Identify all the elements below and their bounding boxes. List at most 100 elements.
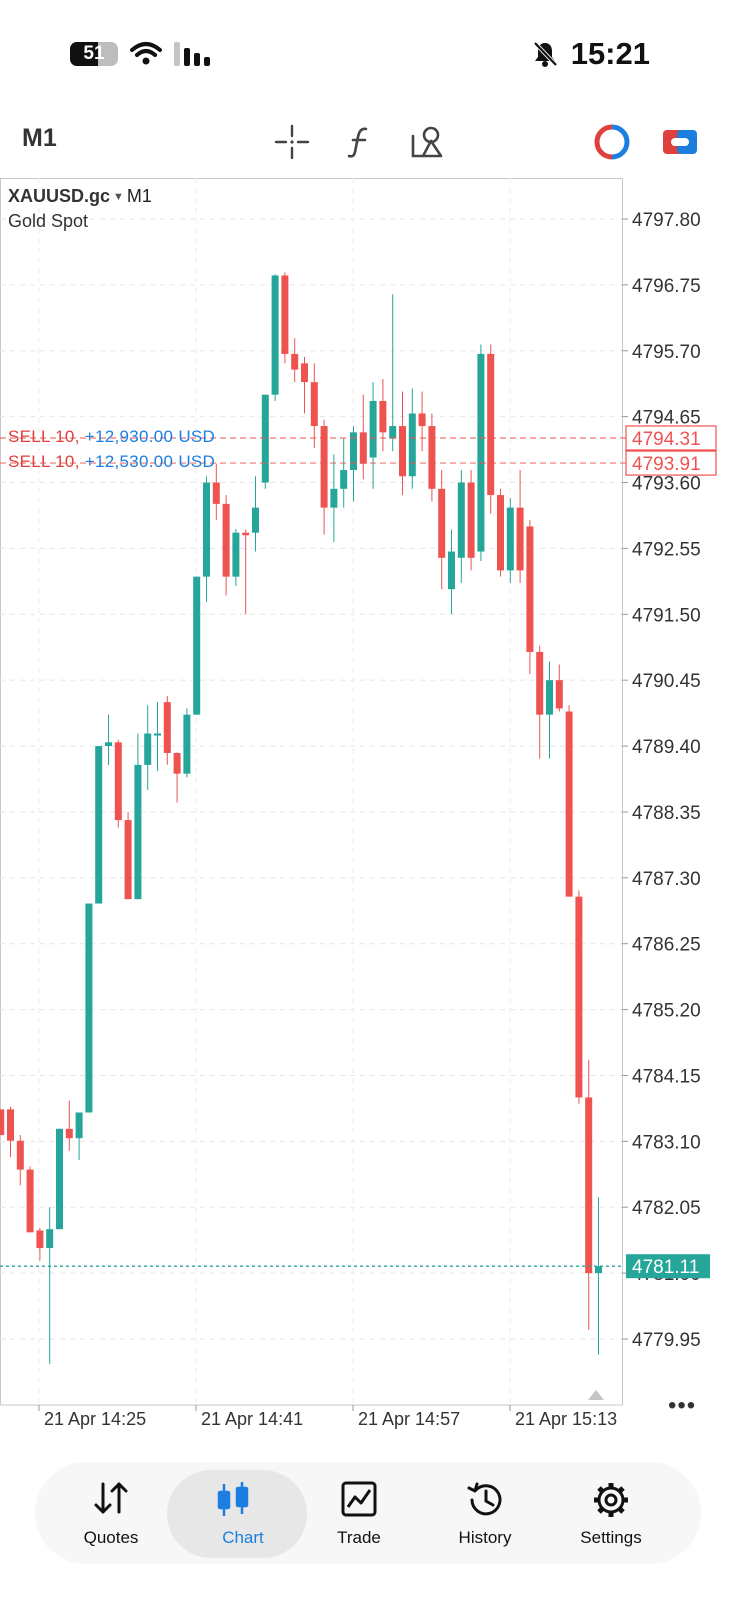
candle — [369, 400, 377, 458]
candle — [310, 382, 318, 427]
candle — [301, 363, 308, 383]
y-tick-label: 4797.80 — [632, 210, 701, 231]
nav-history[interactable]: History — [419, 1462, 551, 1564]
y-tick-label: 4786.25 — [632, 935, 701, 956]
chart-canvas[interactable]: 4797.80 4796.75 4795.70 4794.65 4793.60 4792.… — [0, 178, 736, 1435]
y-tick-label: 4792.55 — [632, 539, 701, 560]
y-tick-label: 4791.50 — [632, 605, 701, 626]
nav-quotes[interactable]: Quotes — [45, 1462, 177, 1564]
candle — [408, 413, 416, 477]
battery-indicator: 51 — [70, 42, 118, 66]
account-switch-button[interactable] — [658, 120, 702, 164]
indicators-button[interactable] — [338, 120, 382, 164]
candle — [16, 1140, 24, 1170]
candle — [497, 495, 504, 571]
candle — [75, 1112, 83, 1139]
y-tick-label: 4785.20 — [632, 1001, 701, 1022]
nav-label: Chart — [222, 1528, 264, 1547]
nav-settings[interactable]: Settings — [545, 1462, 677, 1564]
candle — [555, 680, 563, 709]
more-options-button[interactable]: ••• — [668, 1392, 697, 1419]
candle — [95, 746, 103, 904]
chart-icon — [217, 1482, 249, 1516]
order-side: SELL 10, — [8, 452, 80, 471]
candle — [291, 353, 299, 370]
crosshair-button[interactable] — [270, 120, 314, 164]
candle — [379, 400, 387, 433]
y-tick-label: 4790.45 — [632, 671, 701, 692]
order-price-box — [625, 450, 717, 476]
crosshair-icon — [274, 124, 310, 160]
candle — [114, 742, 122, 821]
nav-label: Settings — [580, 1528, 642, 1547]
battery-level: 51 — [83, 43, 105, 64]
candle — [252, 507, 259, 533]
settings-icon — [594, 1483, 628, 1517]
y-tick-label: 4779.95 — [632, 1330, 701, 1351]
timeframe-button[interactable]: M1 — [22, 124, 57, 152]
candle — [154, 733, 161, 736]
y-tick-label: 4794.65 — [632, 408, 701, 429]
candle — [487, 353, 495, 496]
candle — [144, 733, 152, 765]
candle — [389, 426, 397, 439]
caret-down-icon: ▼ — [113, 191, 124, 203]
candle — [359, 432, 367, 464]
candle — [193, 576, 201, 715]
one-click-trading-button[interactable] — [590, 120, 634, 164]
candle — [506, 507, 514, 571]
candle — [261, 394, 269, 483]
candle — [350, 432, 357, 470]
candle — [467, 482, 475, 558]
order-profit: +12,930.00 USD — [84, 427, 216, 446]
symbol-name[interactable]: XAUUSD.gc — [8, 186, 111, 206]
chart-frame — [0, 178, 623, 1406]
candle — [320, 426, 328, 508]
status-bar: 51 15:21 — [0, 0, 736, 110]
scroll-end-icon — [588, 1390, 604, 1400]
candle — [418, 413, 426, 427]
history-icon — [467, 1482, 502, 1516]
candle — [7, 1109, 14, 1141]
bell-muted-icon — [533, 41, 558, 67]
candle — [438, 488, 446, 558]
price-chart[interactable]: 4797.80 4796.75 4795.70 4794.65 4793.60 4792.… — [0, 178, 736, 1435]
one-click-trading-icon — [594, 124, 630, 160]
candle — [232, 532, 240, 577]
chart-toolbar: M1 — [0, 110, 736, 174]
candle — [516, 507, 524, 571]
candle — [26, 1169, 34, 1233]
candle — [203, 482, 210, 577]
indicators-icon — [347, 127, 368, 158]
symbol-info: XAUUSD.gc ▼ M1 — [8, 186, 152, 207]
symbol-timeframe: M1 — [126, 186, 152, 206]
nav-chart[interactable]: Chart — [167, 1462, 307, 1564]
x-tick-label: 21 Apr 14:41 — [201, 1409, 303, 1429]
order-price-label: 4793.91 — [632, 454, 701, 475]
candle — [281, 275, 289, 354]
candle — [399, 426, 406, 477]
candle — [222, 503, 230, 577]
candle — [56, 1128, 63, 1230]
nav-label: Trade — [337, 1528, 381, 1547]
nav-label: History — [458, 1528, 512, 1547]
x-tick-label: 21 Apr 15:13 — [515, 1409, 617, 1429]
wifi-icon — [130, 42, 162, 65]
order-label[interactable]: SELL 10, +12,930.00 USD — [8, 427, 215, 447]
objects-button[interactable] — [406, 120, 450, 164]
candle — [242, 532, 250, 536]
objects-icon — [411, 126, 443, 158]
candle — [585, 1097, 593, 1274]
order-price-box — [625, 425, 717, 451]
candle — [183, 714, 191, 774]
order-price-label: 4794.31 — [632, 429, 701, 450]
candle — [134, 764, 142, 900]
candle — [105, 742, 112, 747]
nav-trade[interactable]: Trade — [293, 1462, 425, 1564]
candle — [85, 903, 93, 1113]
candle — [163, 702, 171, 753]
trade-icon — [341, 1481, 377, 1517]
order-label[interactable]: SELL 10, +12,530.00 USD — [8, 452, 215, 472]
candle — [65, 1128, 73, 1139]
candle — [124, 820, 132, 900]
